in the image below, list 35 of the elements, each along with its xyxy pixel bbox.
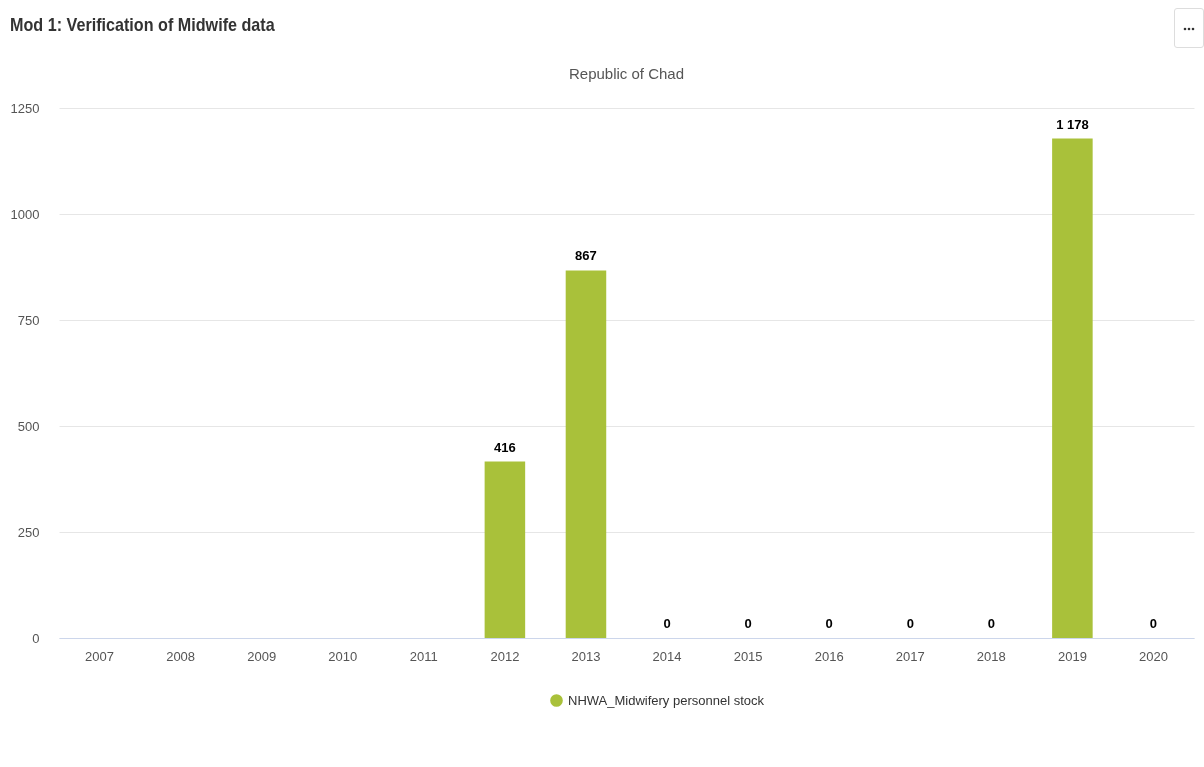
x-tick-label: 2014	[652, 648, 682, 664]
text: 416	[494, 439, 516, 455]
y-tick-label: 500	[17, 418, 40, 434]
legend-label: NHWA_Midwifery personnel stock	[568, 692, 765, 708]
text: 0	[744, 616, 752, 631]
y-tick-label: 750	[17, 312, 40, 328]
x-tick-label: 2019	[1057, 648, 1087, 664]
y-tick-label: 1250	[10, 100, 40, 116]
text: 0	[1149, 616, 1158, 631]
y-tick-label: 0	[32, 630, 40, 646]
x-tick-label: 2008	[166, 648, 196, 664]
bar	[565, 270, 607, 638]
x-tick-label: 2015	[733, 648, 763, 664]
text: 867	[575, 248, 597, 264]
bar	[484, 461, 526, 638]
text: 0	[906, 616, 914, 631]
chart-subtitle: Republic of Chad	[568, 65, 685, 82]
x-tick-label: 2012	[490, 648, 520, 664]
y-tick-label: 250	[17, 524, 40, 540]
x-tick-label: 2016	[814, 648, 844, 664]
x-tick-label: 2007	[85, 648, 114, 664]
x-tick-label: 2020	[1139, 648, 1168, 664]
x-tick-label: 2017	[895, 648, 925, 664]
x-tick-label: 2018	[976, 648, 1006, 664]
text: 0	[663, 616, 671, 631]
y-tick-label: 1000	[10, 206, 40, 222]
x-tick-label: 2013	[571, 648, 601, 664]
x-tick-label: 2009	[247, 648, 277, 664]
chart-title: Mod 1: Verification of Midwife data	[10, 14, 275, 36]
text: 0	[987, 616, 995, 631]
text: 1 178	[1056, 116, 1089, 132]
x-tick-label: 2011	[409, 648, 438, 664]
x-tick-label: 2010	[328, 648, 358, 664]
bar	[1052, 138, 1093, 638]
text: 0	[825, 616, 833, 631]
